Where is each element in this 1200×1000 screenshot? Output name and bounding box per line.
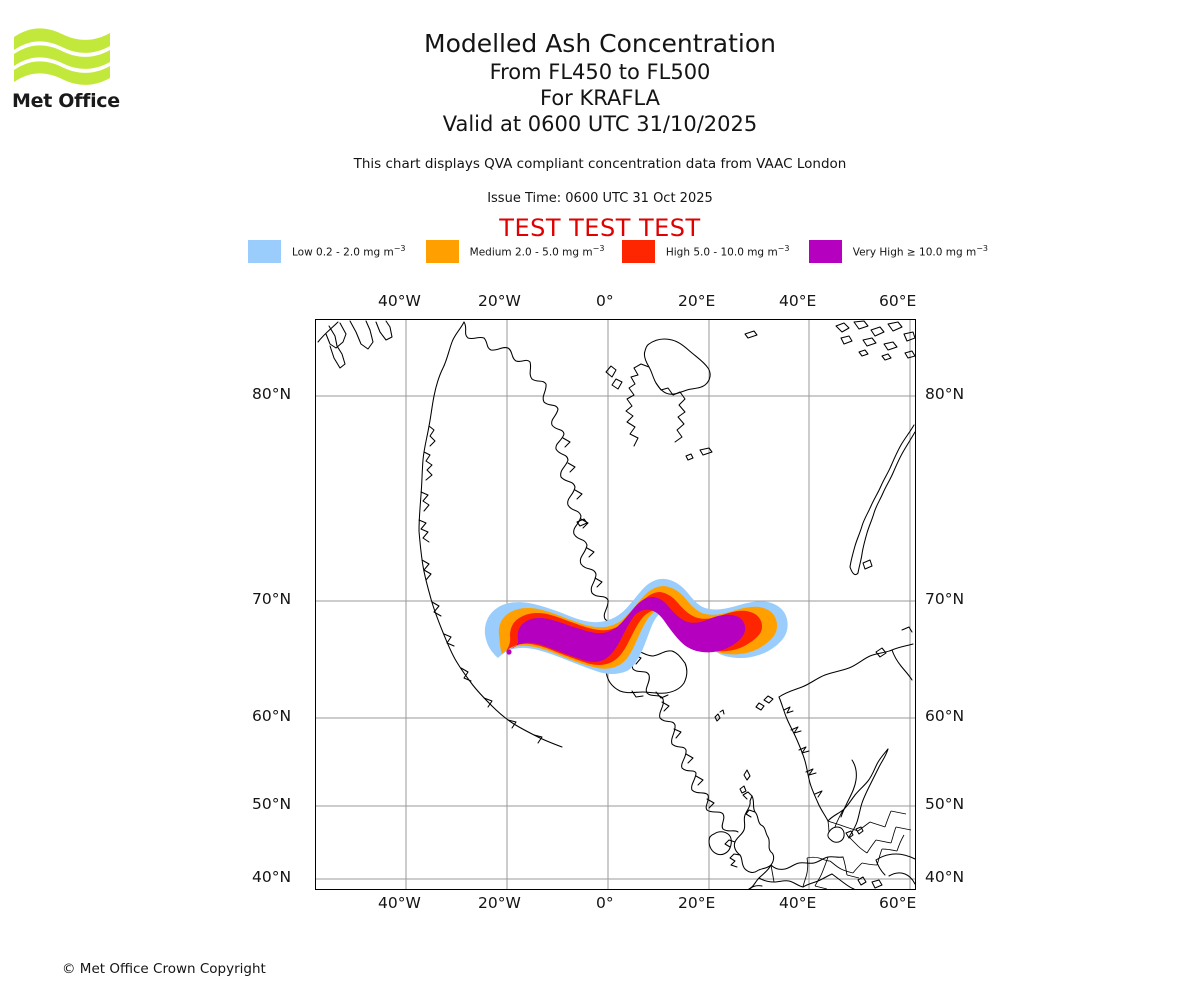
axis-left-tick-4: 40°N — [252, 868, 292, 886]
graticule — [316, 320, 915, 889]
axis-left-tick-3: 50°N — [252, 795, 292, 813]
axis-top-tick-1: 20°W — [478, 292, 521, 310]
legend-low: Low 0.2 - 2.0 mg m−3 — [248, 239, 405, 263]
axis-bottom-tick-2: 0° — [596, 894, 614, 912]
issue-time: Issue Time: 0600 UTC 31 Oct 2025 — [487, 191, 713, 206]
axis-right-tick-3: 50°N — [925, 795, 965, 813]
legend-label-very-high: Very High ≥ 10.0 mg m−3 — [852, 243, 988, 259]
coastlines — [317, 320, 915, 889]
country-borders — [770, 809, 912, 889]
legend-very-high: Very High ≥ 10.0 mg m−3 — [808, 239, 988, 263]
legend-swatch-medium — [425, 239, 459, 263]
title-valid-time: Valid at 0600 UTC 31/10/2025 — [442, 112, 758, 136]
axis-right-tick-4: 40°N — [925, 868, 965, 886]
met-office-wave-logo-icon — [14, 28, 110, 85]
title-volcano: For KRAFLA — [540, 86, 660, 110]
axis-right-tick-0: 80°N — [925, 385, 965, 403]
ash-concentration-map[interactable] — [315, 319, 916, 890]
source-point — [506, 649, 512, 655]
met-office-logo: Met Office — [12, 24, 122, 114]
test-banner: TEST TEST TEST — [499, 214, 701, 242]
axis-left-tick-0: 80°N — [252, 385, 292, 403]
axis-bottom-tick-0: 40°W — [378, 894, 421, 912]
axis-bottom-tick-1: 20°W — [478, 894, 521, 912]
title-flight-levels: From FL450 to FL500 — [489, 60, 711, 84]
axis-right-tick-2: 60°N — [925, 707, 965, 725]
ash-plume — [484, 578, 788, 674]
page-title: Modelled Ash Concentration From FL450 to… — [0, 28, 1200, 137]
axis-right-tick-1: 70°N — [925, 590, 965, 608]
axis-top-tick-4: 40°E — [779, 292, 817, 310]
axis-top-tick-3: 20°E — [678, 292, 716, 310]
concentration-legend: Low 0.2 - 2.0 mg m−3 Medium 2.0 - 5.0 mg… — [248, 239, 988, 263]
qva-note: This chart displays QVA compliant concen… — [353, 156, 847, 172]
ash-contour-very-high — [511, 597, 746, 662]
legend-swatch-very-high — [808, 239, 842, 263]
legend-label-high: High 5.0 - 10.0 mg m−3 — [665, 243, 790, 259]
legend-high: High 5.0 - 10.0 mg m−3 — [621, 239, 790, 263]
axis-left-tick-1: 70°N — [252, 590, 292, 608]
legend-label-low: Low 0.2 - 2.0 mg m−3 — [292, 243, 406, 259]
axis-top-tick-2: 0° — [596, 292, 614, 310]
map-canvas — [316, 320, 915, 889]
axis-bottom-tick-4: 40°E — [779, 894, 817, 912]
legend-label-medium: Medium 2.0 - 5.0 mg m−3 — [469, 243, 605, 259]
axis-bottom-tick-3: 20°E — [678, 894, 716, 912]
axis-top-tick-0: 40°W — [378, 292, 421, 310]
axis-top-tick-5: 60°E — [879, 292, 917, 310]
axis-left-tick-2: 60°N — [252, 707, 292, 725]
copyright-text: © Met Office Crown Copyright — [62, 961, 266, 977]
brand-name: Met Office — [12, 90, 120, 112]
legend-swatch-low — [248, 239, 281, 263]
legend-swatch-high — [621, 239, 655, 263]
axis-bottom-tick-5: 60°E — [879, 894, 917, 912]
legend-medium: Medium 2.0 - 5.0 mg m−3 — [425, 239, 605, 263]
title-main: Modelled Ash Concentration — [424, 29, 776, 58]
